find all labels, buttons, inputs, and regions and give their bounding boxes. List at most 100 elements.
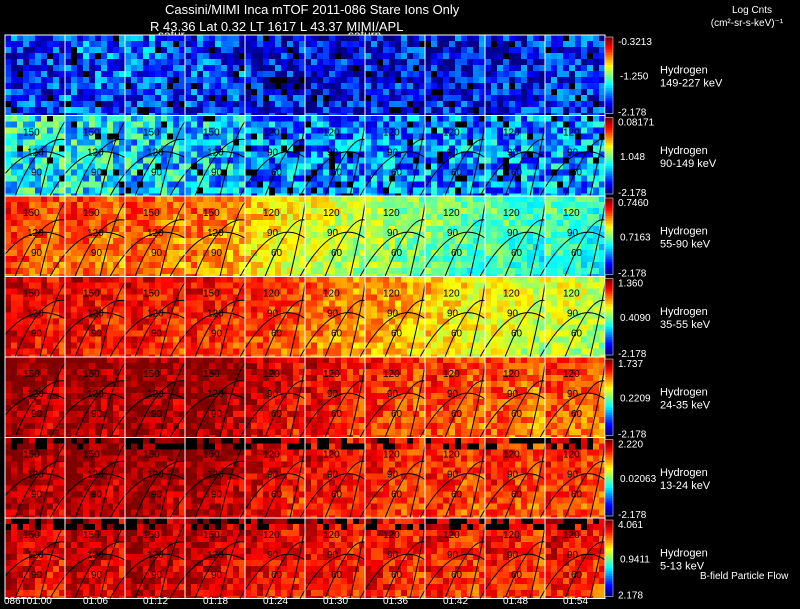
contour-line (0, 553, 66, 584)
contour-line (239, 151, 306, 197)
contour-line (49, 392, 126, 438)
contour-label: 120 (147, 309, 164, 320)
contour-line (419, 392, 486, 438)
colorbar-min-label: -2.178 (618, 269, 647, 280)
heatmap-panel-r3-c5: 120 90 60 (299, 276, 366, 358)
contour-label: 60 (271, 409, 283, 420)
contour-label: 90 (567, 470, 579, 481)
contour-label: 90 (151, 168, 163, 179)
heatmap-panel-r0-c5 (304, 34, 366, 116)
contour-label: 60 (271, 329, 283, 340)
contour-label: 90 (507, 148, 519, 159)
contour-label: 90 (31, 168, 43, 179)
contour-line (99, 201, 126, 277)
chart-subtitle: R 43.36 Lat 0.32 LT 1617 L 43.37 MIMI/AP… (150, 19, 404, 34)
colorbar-min-label: -2.178 (618, 510, 647, 521)
heatmap-panel-r4-c4: 120 90 60 (239, 356, 306, 438)
contour-label: 90 (387, 550, 399, 561)
contour-label: 60 (511, 168, 523, 179)
contour-label: 150 (83, 530, 100, 541)
contour-line (159, 282, 186, 358)
contour-label: 120 (87, 550, 104, 561)
time-tick-label: 01:36 (383, 596, 409, 607)
contour-line (219, 282, 246, 358)
contour-line (0, 312, 66, 343)
heatmap-panel-r4-c1: 150 120 90 (49, 356, 126, 438)
colorbar-max-label: -0.3213 (618, 37, 652, 48)
heatmap-panel-r6-c4: 120 90 60 (239, 517, 306, 599)
heatmap-panel-r3-c8: 120 90 60 (479, 276, 546, 358)
contour-label: 60 (271, 248, 283, 259)
contour-label: 90 (327, 550, 339, 561)
contour-line (39, 201, 66, 277)
contour-line (99, 523, 126, 599)
heatmap-panel-r2-c0: 150 120 90 (0, 195, 66, 277)
contour-label: 90 (267, 550, 279, 561)
contour-label: 120 (87, 148, 104, 159)
colorbar-mid-label: 0.7163 (620, 232, 651, 243)
contour-label: 150 (143, 530, 160, 541)
colorbar-mid-label: 0.4090 (620, 313, 651, 324)
contour-label: 120 (87, 470, 104, 481)
contour-label: 120 (27, 470, 44, 481)
contour-label: 120 (207, 228, 224, 239)
heatmap-panel-r0-c7 (424, 34, 486, 116)
contour-line (159, 443, 186, 519)
contour-line (479, 231, 546, 277)
energy-label: 24-35 keV (660, 399, 711, 411)
contour-label: 60 (391, 168, 403, 179)
contour-label: 90 (31, 329, 43, 340)
contour-line (159, 362, 186, 438)
contour-label: 60 (331, 168, 343, 179)
heatmap-panel-r1-c7: 120 90 60 (419, 115, 486, 197)
heatmap-panel-r6-c9: 120 90 60 (539, 517, 606, 599)
contour-label: 60 (571, 329, 583, 340)
contour-line (299, 151, 366, 197)
heatmap-panel-r3-c4: 120 90 60 (239, 276, 306, 358)
contour-line (0, 473, 66, 504)
contour-label: 60 (331, 490, 343, 501)
contour-label: 90 (211, 329, 223, 340)
heatmap-panel-r5-c9: 120 90 60 (539, 437, 606, 519)
colorbar-max-label: 2.220 (618, 440, 643, 451)
contour-line (109, 392, 186, 438)
contour-label: 60 (511, 490, 523, 501)
time-tick-label: 086T01:00 (4, 596, 52, 607)
contour-label: 90 (567, 228, 579, 239)
contour-label: 120 (207, 309, 224, 320)
energy-label: 55-90 keV (660, 238, 711, 250)
contour-label: 90 (31, 248, 43, 259)
colorbar-r6 (604, 519, 614, 597)
contour-line (39, 121, 66, 197)
contour-line (539, 553, 606, 599)
colorbar-max-label: 0.08171 (618, 118, 655, 129)
contour-label: 120 (207, 550, 224, 561)
contour-label: 60 (391, 329, 403, 340)
contour-line (359, 231, 426, 277)
contour-label: 90 (91, 490, 103, 501)
contour-label: 90 (447, 309, 459, 320)
contour-label: 120 (263, 450, 280, 461)
contour-line (49, 553, 126, 599)
contour-label: 120 (27, 389, 44, 400)
contour-label: 60 (391, 409, 403, 420)
contour-line (239, 312, 306, 358)
energy-label: 35-55 keV (660, 319, 711, 331)
heatmap-panel-r2-c3: 150 120 90 (169, 195, 246, 277)
contour-label: 120 (383, 369, 400, 380)
contour-line (99, 362, 126, 438)
contour-line (109, 473, 186, 519)
heatmap-panel-r5-c6: 120 90 60 (359, 437, 426, 519)
colorbar-r4 (604, 358, 614, 436)
contour-label: 120 (87, 228, 104, 239)
contour-label: 60 (331, 248, 343, 259)
contour-label: 120 (383, 289, 400, 300)
contour-label: 90 (327, 148, 339, 159)
colorbar-mid-label: 0.02063 (620, 474, 657, 485)
heatmap-panel-r1-c1: 150 120 90 (49, 115, 126, 197)
contour-label: 90 (567, 389, 579, 400)
contour-label: 60 (571, 490, 583, 501)
heatmap-panel-r0-c4 (244, 34, 306, 116)
contour-label: 120 (443, 208, 460, 219)
heatmap-panel-r4-c2: 150 120 90 (109, 356, 186, 438)
